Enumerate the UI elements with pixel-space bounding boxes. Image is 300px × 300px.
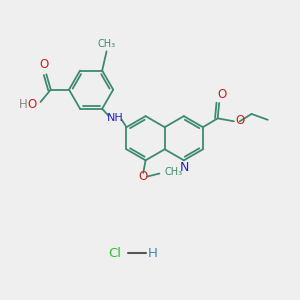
Text: N: N	[180, 161, 189, 175]
Text: CH₃: CH₃	[98, 39, 116, 49]
Text: NH: NH	[107, 113, 124, 123]
Text: O: O	[27, 98, 36, 111]
Text: O: O	[139, 170, 148, 183]
Text: CH₃: CH₃	[165, 167, 183, 177]
Text: H: H	[148, 247, 158, 260]
Text: H: H	[19, 98, 28, 111]
Text: O: O	[39, 58, 49, 71]
Text: O: O	[217, 88, 226, 101]
Text: Cl: Cl	[108, 247, 121, 260]
Text: O: O	[236, 114, 245, 127]
